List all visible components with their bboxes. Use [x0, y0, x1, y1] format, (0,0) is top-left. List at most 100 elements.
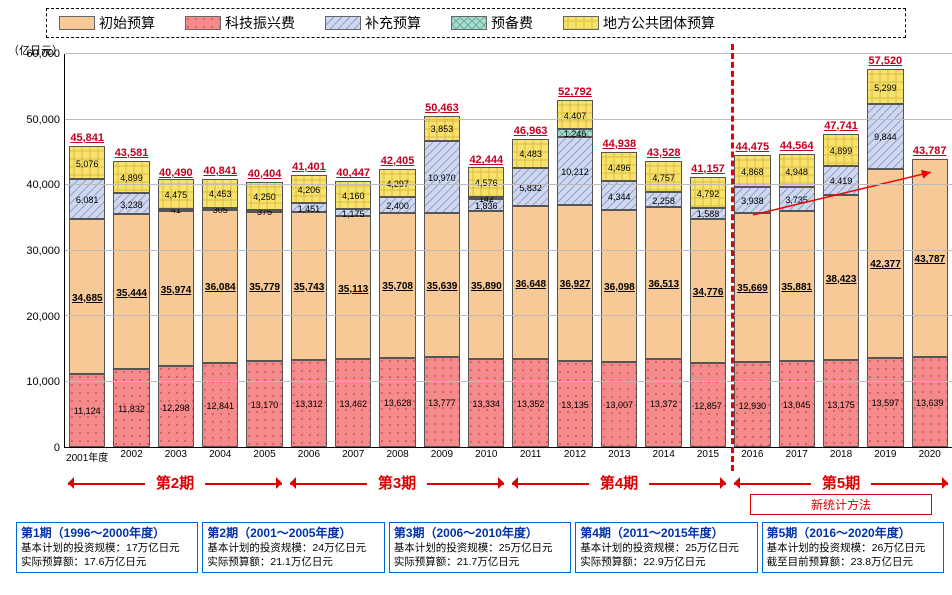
segment-label: 4,792: [693, 189, 723, 199]
bar-segment-tech: 13,597: [867, 358, 903, 447]
bar-total-label: 43,528: [641, 147, 685, 159]
segment-label: 5,299: [870, 83, 900, 93]
segment-label: 11,124: [72, 406, 102, 416]
bar-stack: 13,00736,0984,3444,496: [601, 152, 637, 447]
bar-segment-tech: 12,841: [202, 363, 238, 447]
segment-label: 13,777: [427, 398, 457, 408]
footnote-line: 实际预算额：22.9万亿日元: [580, 555, 752, 569]
segment-label: 11,832: [116, 404, 146, 414]
bar-total-label: 44,475: [730, 141, 774, 153]
legend-swatch: [451, 16, 487, 30]
bar-column: 13,17538,4234,4194,89947,7412018: [819, 54, 863, 447]
x-tick-label: 2001年度: [65, 447, 109, 464]
bar-segment-local: 4,407: [557, 100, 593, 129]
legend-swatch: [325, 16, 361, 30]
bar-segment-local: 4,250: [246, 182, 282, 210]
bar-segment-initial: 35,743: [291, 212, 327, 359]
x-tick-label: 2008: [375, 447, 419, 460]
y-tick: 50,000: [26, 114, 60, 126]
segment-label: 12,841: [205, 401, 235, 411]
bar-column: 13,31235,7431,4514,20641,4012006: [287, 54, 331, 447]
period-label: 第3期: [367, 472, 427, 493]
bar-segment-supp: 6,081: [69, 179, 105, 219]
legend-item: 预备费: [451, 13, 533, 33]
bar-column: 13,33435,8901,8361424,57642,4442010: [464, 54, 508, 447]
bar-segment-tech: 12,298: [158, 366, 194, 447]
segment-label: 3,938: [737, 196, 767, 206]
bar-segment-local: 4,948: [779, 154, 815, 186]
segment-label: 1,451: [294, 204, 324, 214]
plot-area: 11,12434,6856,0815,07645,8412001年度11,832…: [64, 54, 952, 448]
bar-segment-tech: 13,777: [424, 357, 460, 447]
x-tick-label: 2013: [597, 447, 641, 460]
bar-segment-tech: 13,334: [468, 359, 504, 447]
segment-label: 13,334: [471, 399, 501, 409]
period-markers: 第2期第3期第4期第5期新统计方法: [16, 474, 952, 498]
footnote-box: 第1期（1996～2000年度） 基本计划的投资规模：17万亿日元 实际预算额：…: [16, 522, 198, 573]
legend-label: 初始预算: [99, 13, 155, 33]
segment-label: 5,076: [72, 159, 102, 169]
segment-label: 3,238: [116, 200, 146, 210]
segment-label: 36,648: [515, 279, 545, 290]
bar-total-label: 47,741: [819, 120, 863, 132]
footnote-line: 实际预算额：21.7万亿日元: [394, 555, 566, 569]
bar-total-label: 42,405: [375, 155, 419, 167]
bar-segment-supp: 1,588: [690, 208, 726, 218]
x-tick-label: 2004: [198, 447, 242, 460]
bar-total-label: 45,841: [65, 132, 109, 144]
bar-segment-tech: 13,135: [557, 361, 593, 447]
bar-column: 11,83235,4443,2384,89943,5812002: [109, 54, 153, 447]
bar-segment-reserve: 142: [468, 197, 504, 199]
footnote-title: 第3期（2006～2010年度）: [394, 525, 566, 541]
segment-label: 42,377: [870, 259, 900, 270]
footnote-line: 截至目前预算额：23.8万亿日元: [767, 555, 939, 569]
gridline: [65, 250, 952, 251]
segment-label: 3,735: [782, 195, 812, 205]
bar-column: 13,59742,3779,8445,29957,5202019: [863, 54, 907, 447]
segment-label: 12,298: [161, 403, 191, 413]
period-arrow: 第4期: [512, 474, 726, 494]
y-tick: 60,000: [26, 48, 60, 60]
segment-label: 34,776: [693, 287, 723, 298]
period-arrow: 第3期: [290, 474, 504, 494]
period-arrow: 第2期: [68, 474, 282, 494]
bar-segment-supp: 1,451: [291, 203, 327, 213]
period-label: 第2期: [145, 472, 205, 493]
bar-segment-supp: 5,832: [512, 168, 548, 206]
bar-segment-local: 4,792: [690, 177, 726, 208]
bar-stack: 13,37236,5132,2584,757: [645, 161, 681, 447]
segment-label: 10,970: [427, 173, 457, 183]
y-tick: 0: [54, 442, 60, 454]
bar-column: 11,12434,6856,0815,07645,8412001年度: [65, 54, 109, 447]
x-tick-label: 2017: [775, 447, 819, 460]
segment-label: 38,423: [826, 274, 856, 285]
bar-segment-initial: 43,787: [912, 159, 948, 357]
footnote-box: 第3期（2006～2010年度） 基本计划的投资规模：25万亿日元 实际预算额：…: [389, 522, 571, 573]
bar-segment-supp: 2,400: [379, 197, 415, 213]
segment-label: 13,312: [294, 399, 324, 409]
bar-segment-supp: 3,735: [779, 187, 815, 212]
bar-total-label: 43,787: [908, 145, 952, 157]
bar-segment-tech: 11,124: [69, 374, 105, 447]
bar-segment-local: 4,899: [823, 134, 859, 166]
legend-swatch: [185, 16, 221, 30]
bar-total-label: 52,792: [553, 86, 597, 98]
gridline: [65, 119, 952, 120]
bar-stack: 13,59742,3779,8445,299: [867, 69, 903, 447]
footnote-box: 第5期（2016～2020年度） 基本计划的投资规模：26万亿日元 截至目前预算…: [762, 522, 944, 573]
bar-segment-supp: 3,938: [734, 187, 770, 213]
segment-label: 36,513: [648, 279, 678, 290]
footnote-line: 基本计划的投资规模：26万亿日元: [767, 541, 939, 555]
bar-segment-initial: 35,890: [468, 211, 504, 359]
legend-swatch: [59, 16, 95, 30]
segment-label: 10,212: [560, 167, 590, 177]
bar-segment-supp: 41: [158, 209, 194, 211]
footnote-line: 实际预算额：21.1万亿日元: [207, 555, 379, 569]
x-tick-label: 2012: [553, 447, 597, 460]
segment-label: 4,899: [826, 146, 856, 156]
legend-label: 预备费: [491, 13, 533, 33]
bar-segment-initial: 35,881: [779, 211, 815, 361]
segment-label: 13,462: [338, 399, 368, 409]
bar-total-label: 43,581: [109, 147, 153, 159]
bar-segment-initial: 34,685: [69, 219, 105, 374]
